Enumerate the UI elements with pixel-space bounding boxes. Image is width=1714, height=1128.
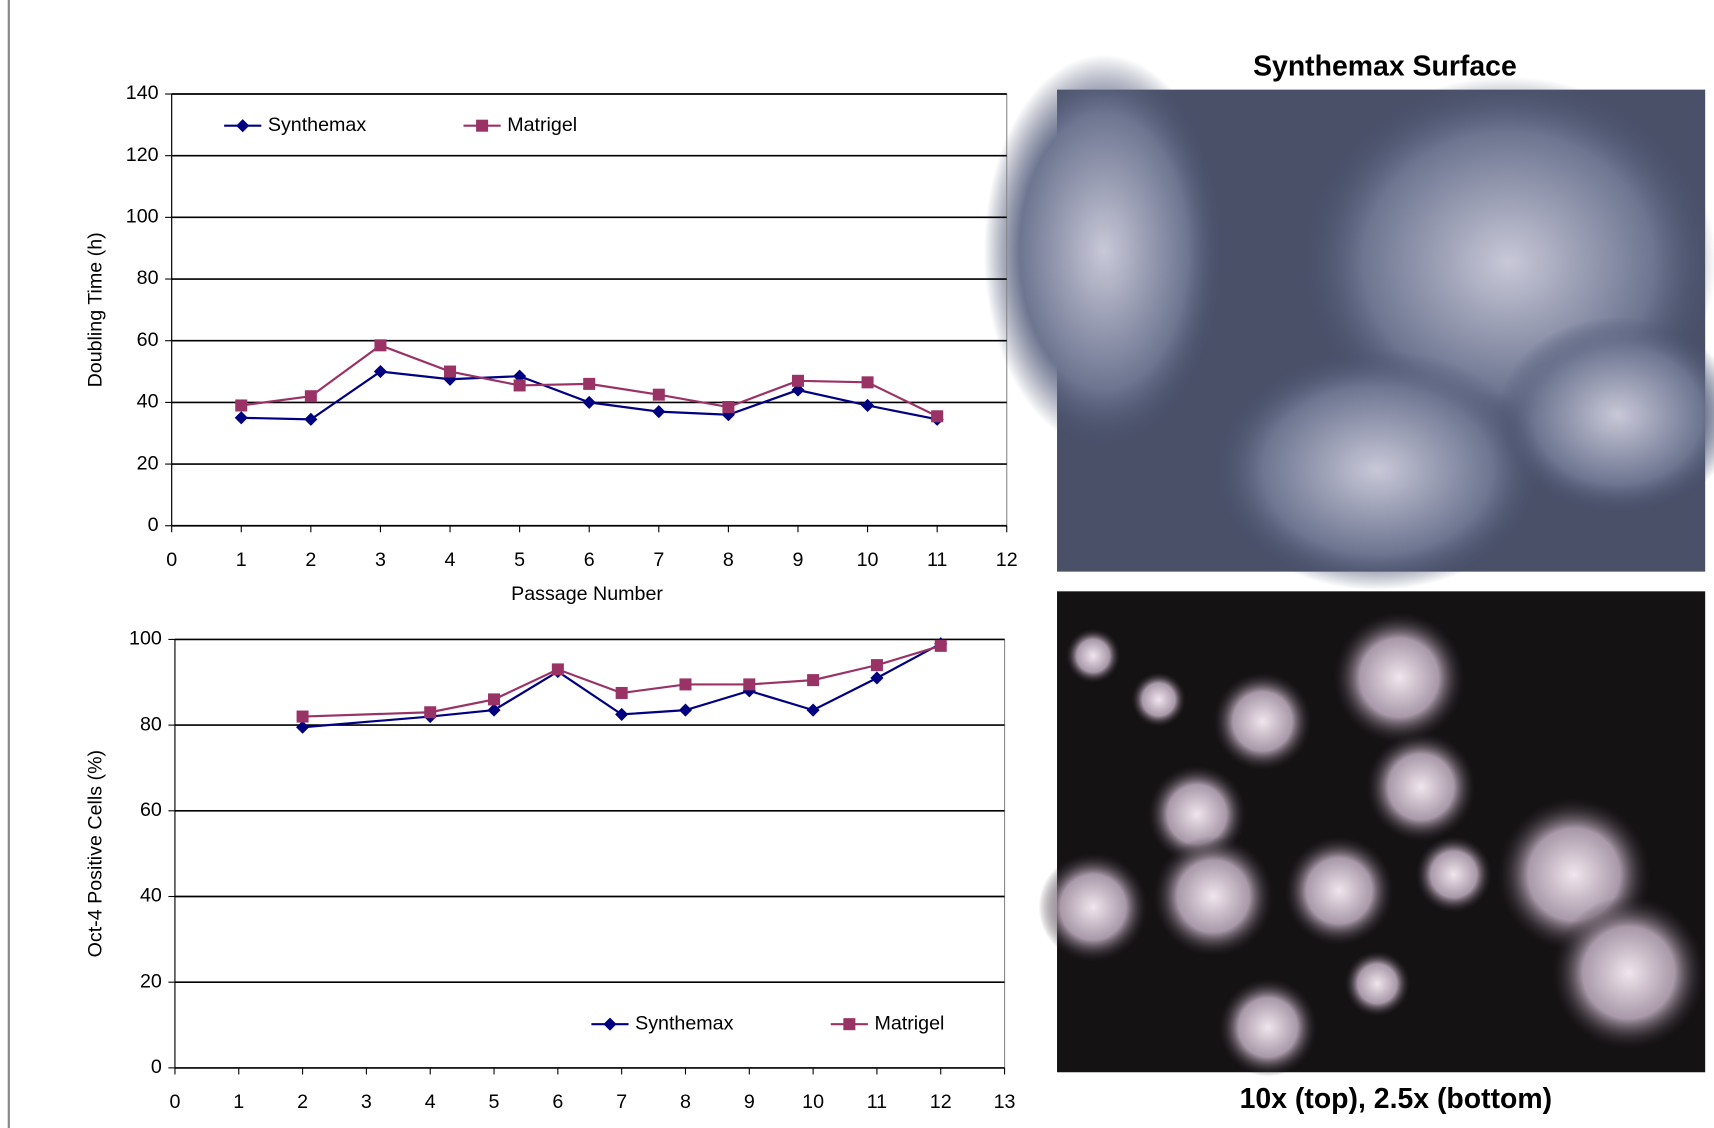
marker: [679, 704, 692, 717]
marker: [235, 411, 248, 424]
marker: [653, 389, 665, 401]
marker: [296, 721, 309, 734]
x-tick-label: 12: [930, 1091, 952, 1113]
x-tick-label: 3: [361, 1091, 372, 1113]
x-tick-label: 0: [169, 1091, 180, 1113]
y-tick-label: 0: [151, 1056, 162, 1078]
y-tick-label: 0: [148, 514, 159, 536]
plot-area: [175, 639, 1005, 1067]
marker: [935, 640, 947, 652]
y-axis-title: Doubling Time (h): [84, 232, 106, 387]
marker: [870, 671, 883, 684]
y-tick-label: 140: [126, 82, 159, 104]
marker: [552, 663, 564, 675]
x-tick-label: 12: [996, 549, 1018, 571]
marker: [487, 704, 500, 717]
marker: [931, 410, 943, 422]
marker: [424, 706, 436, 718]
marker: [235, 399, 247, 411]
marker: [488, 693, 500, 705]
x-tick-label: 7: [616, 1091, 627, 1113]
x-tick-label: 11: [867, 1091, 887, 1113]
x-tick-label: 13: [994, 1091, 1016, 1113]
x-tick-label: 2: [297, 1091, 308, 1113]
x-tick-label: 1: [236, 549, 247, 571]
x-tick-label: 3: [375, 549, 386, 571]
marker: [722, 401, 734, 413]
x-tick-label: 4: [445, 549, 456, 571]
x-tick-label: 10: [857, 549, 879, 571]
marker: [305, 390, 317, 402]
x-axis-title: Passage Number: [511, 583, 663, 605]
legend-marker: [843, 1018, 855, 1030]
image-caption: 10x (top), 2.5x (bottom): [1240, 1083, 1552, 1115]
y-tick-label: 40: [137, 391, 159, 413]
marker: [616, 687, 628, 699]
marker: [679, 678, 691, 690]
marker: [792, 375, 804, 387]
y-tick-label: 120: [126, 144, 159, 166]
x-tick-label: 6: [552, 1091, 563, 1113]
x-tick-label: 1: [233, 1091, 244, 1113]
legend-marker: [236, 119, 249, 132]
marker: [861, 399, 874, 412]
y-tick-label: 60: [140, 799, 162, 821]
marker: [297, 711, 309, 723]
legend-label: Synthemax: [635, 1012, 734, 1034]
legend-label: Matrigel: [874, 1012, 944, 1034]
x-tick-label: 5: [514, 549, 525, 571]
legend-label: Synthemax: [268, 114, 367, 136]
marker: [374, 365, 387, 378]
micrograph-bottom: [1038, 591, 1705, 1076]
y-axis-title: Oct-4 Positive Cells (%): [84, 750, 106, 958]
x-tick-label: 11: [927, 549, 947, 571]
marker: [871, 659, 883, 671]
marker: [514, 379, 526, 391]
y-tick-label: 100: [129, 628, 162, 650]
x-tick-label: 0: [166, 549, 177, 571]
x-tick-label: 9: [744, 1091, 755, 1113]
marker: [807, 674, 819, 686]
marker: [444, 366, 456, 378]
x-tick-label: 5: [489, 1091, 500, 1113]
y-tick-label: 60: [137, 329, 159, 351]
marker: [374, 339, 386, 351]
x-tick-label: 4: [425, 1091, 436, 1113]
page: {"chart_data":[ {"type":"line","x_label"…: [0, 0, 1714, 1128]
marker: [583, 378, 595, 390]
y-tick-label: 100: [126, 206, 159, 228]
image-title: Synthemax Surface: [1253, 50, 1517, 82]
x-tick-label: 10: [802, 1091, 824, 1113]
marker: [615, 708, 628, 721]
x-tick-label: 9: [793, 549, 804, 571]
x-tick-label: 2: [305, 549, 316, 571]
marker: [743, 678, 755, 690]
marker: [862, 376, 874, 388]
plot-area: [172, 94, 1007, 526]
y-tick-label: 80: [137, 267, 159, 289]
x-tick-label: 7: [653, 549, 664, 571]
legend-label: Matrigel: [507, 114, 577, 136]
figure: Synthemax Surface 10x (top), 2.5x (botto…: [0, 0, 1714, 1128]
x-tick-label: 8: [723, 549, 734, 571]
x-tick-label: 8: [680, 1091, 691, 1113]
y-tick-label: 80: [140, 713, 162, 735]
y-tick-label: 20: [140, 970, 162, 992]
y-tick-label: 40: [140, 885, 162, 907]
marker: [304, 413, 317, 426]
marker: [807, 704, 820, 717]
x-tick-label: 6: [584, 549, 595, 571]
series-line: [303, 646, 941, 717]
micrograph-top: [984, 55, 1714, 591]
marker: [652, 405, 665, 418]
legend-marker: [603, 1018, 616, 1031]
marker: [583, 396, 596, 409]
y-tick-label: 20: [137, 452, 159, 474]
legend-marker: [476, 120, 488, 132]
